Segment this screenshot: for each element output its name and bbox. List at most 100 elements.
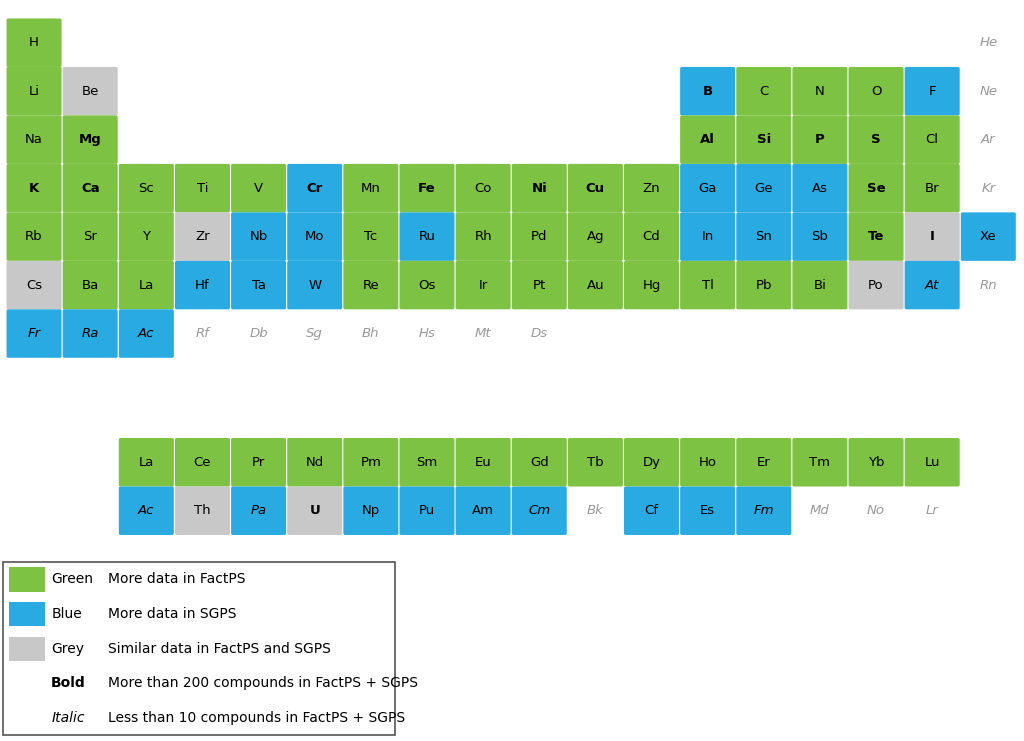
FancyBboxPatch shape xyxy=(736,116,792,164)
Text: Cl: Cl xyxy=(926,133,939,146)
Text: Np: Np xyxy=(361,504,380,517)
Text: Ne: Ne xyxy=(979,84,997,98)
FancyBboxPatch shape xyxy=(343,261,398,309)
FancyBboxPatch shape xyxy=(119,309,174,358)
FancyBboxPatch shape xyxy=(680,213,735,261)
Text: Bk: Bk xyxy=(587,504,604,517)
Text: Pr: Pr xyxy=(252,456,265,469)
Text: Gd: Gd xyxy=(529,456,549,469)
Text: B: B xyxy=(702,84,713,98)
FancyBboxPatch shape xyxy=(793,438,848,487)
Text: He: He xyxy=(979,36,997,49)
Text: C: C xyxy=(759,84,768,98)
Text: P: P xyxy=(815,133,824,146)
FancyBboxPatch shape xyxy=(568,164,623,213)
FancyBboxPatch shape xyxy=(904,261,959,309)
FancyBboxPatch shape xyxy=(680,164,735,213)
Text: In: In xyxy=(701,230,714,243)
Text: Ba: Ba xyxy=(82,279,99,292)
Text: Fr: Fr xyxy=(28,327,41,340)
Text: Bi: Bi xyxy=(813,279,826,292)
Text: Zn: Zn xyxy=(643,182,660,195)
Text: Sg: Sg xyxy=(306,327,324,340)
Text: Ca: Ca xyxy=(81,182,99,195)
FancyBboxPatch shape xyxy=(287,438,342,487)
FancyBboxPatch shape xyxy=(849,116,903,164)
Text: Cu: Cu xyxy=(586,182,605,195)
FancyBboxPatch shape xyxy=(849,67,903,116)
FancyBboxPatch shape xyxy=(175,261,230,309)
FancyBboxPatch shape xyxy=(904,67,959,116)
FancyBboxPatch shape xyxy=(287,487,342,535)
FancyBboxPatch shape xyxy=(343,438,398,487)
Text: Blue: Blue xyxy=(51,607,82,621)
FancyBboxPatch shape xyxy=(624,213,679,261)
Text: Yb: Yb xyxy=(867,456,885,469)
Text: Nd: Nd xyxy=(305,456,324,469)
Text: F: F xyxy=(929,84,936,98)
FancyBboxPatch shape xyxy=(119,213,174,261)
Text: Al: Al xyxy=(700,133,715,146)
Text: Li: Li xyxy=(29,84,40,98)
Text: Zr: Zr xyxy=(196,230,210,243)
Text: Ru: Ru xyxy=(419,230,435,243)
FancyBboxPatch shape xyxy=(568,213,623,261)
Text: Bh: Bh xyxy=(362,327,380,340)
Text: Db: Db xyxy=(249,327,268,340)
FancyBboxPatch shape xyxy=(399,261,455,309)
Text: Sn: Sn xyxy=(756,230,772,243)
Text: Italic: Italic xyxy=(51,711,85,725)
Text: Pm: Pm xyxy=(360,456,381,469)
FancyBboxPatch shape xyxy=(904,213,959,261)
FancyBboxPatch shape xyxy=(456,164,511,213)
FancyBboxPatch shape xyxy=(119,261,174,309)
FancyBboxPatch shape xyxy=(624,438,679,487)
Text: More data in FactPS: More data in FactPS xyxy=(109,572,246,586)
FancyBboxPatch shape xyxy=(175,487,230,535)
FancyBboxPatch shape xyxy=(62,164,118,213)
Text: Sc: Sc xyxy=(138,182,155,195)
Text: Be: Be xyxy=(82,84,99,98)
Text: La: La xyxy=(138,456,154,469)
Text: Grey: Grey xyxy=(51,642,84,656)
Text: I: I xyxy=(930,230,935,243)
Text: Ti: Ti xyxy=(197,182,208,195)
FancyBboxPatch shape xyxy=(680,487,735,535)
Text: Re: Re xyxy=(362,279,379,292)
FancyBboxPatch shape xyxy=(512,487,566,535)
FancyBboxPatch shape xyxy=(849,164,903,213)
Text: O: O xyxy=(870,84,882,98)
Text: Xe: Xe xyxy=(980,230,996,243)
FancyBboxPatch shape xyxy=(119,487,174,535)
Text: Ta: Ta xyxy=(252,279,265,292)
FancyBboxPatch shape xyxy=(456,438,511,487)
Text: Md: Md xyxy=(810,504,829,517)
Text: Ce: Ce xyxy=(194,456,211,469)
Text: Na: Na xyxy=(26,133,43,146)
FancyBboxPatch shape xyxy=(231,164,286,213)
FancyBboxPatch shape xyxy=(624,487,679,535)
Text: Ag: Ag xyxy=(587,230,604,243)
Text: Ni: Ni xyxy=(531,182,547,195)
FancyBboxPatch shape xyxy=(287,164,342,213)
FancyBboxPatch shape xyxy=(343,487,398,535)
Text: Sb: Sb xyxy=(811,230,828,243)
FancyBboxPatch shape xyxy=(343,213,398,261)
Text: Ge: Ge xyxy=(755,182,773,195)
FancyBboxPatch shape xyxy=(175,213,230,261)
Text: Eu: Eu xyxy=(475,456,492,469)
FancyBboxPatch shape xyxy=(6,19,61,67)
FancyBboxPatch shape xyxy=(62,116,118,164)
Text: Bold: Bold xyxy=(51,677,86,691)
Text: Hf: Hf xyxy=(196,279,210,292)
Text: Pb: Pb xyxy=(756,279,772,292)
Text: Rh: Rh xyxy=(474,230,492,243)
FancyBboxPatch shape xyxy=(512,164,566,213)
Text: Ds: Ds xyxy=(530,327,548,340)
Text: Tm: Tm xyxy=(809,456,830,469)
FancyBboxPatch shape xyxy=(512,213,566,261)
FancyBboxPatch shape xyxy=(793,261,848,309)
FancyBboxPatch shape xyxy=(904,164,959,213)
Text: Y: Y xyxy=(142,230,151,243)
Text: Dy: Dy xyxy=(642,456,660,469)
